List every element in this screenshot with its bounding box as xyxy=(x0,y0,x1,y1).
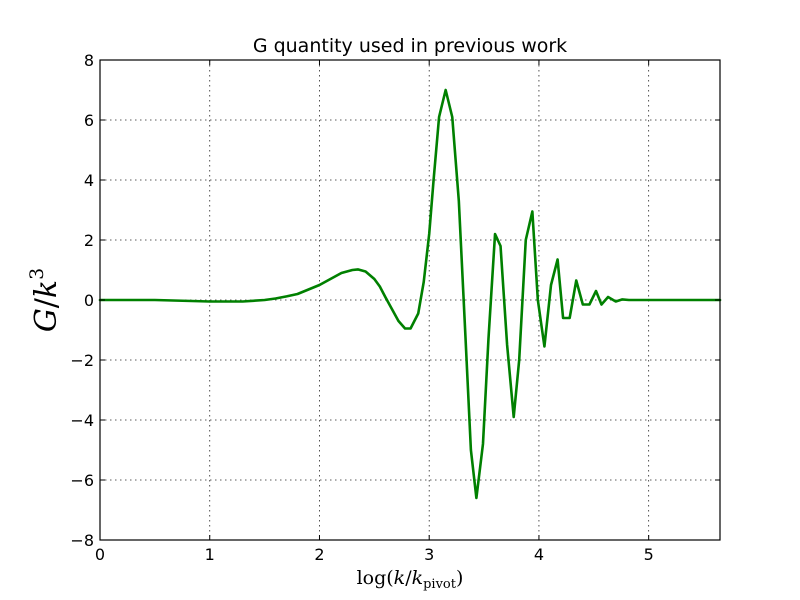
x-tick-label: 2 xyxy=(314,545,324,564)
chart-title: G quantity used in previous work xyxy=(253,35,567,57)
y-axis-label: G/k3 xyxy=(26,268,64,332)
x-tick-labels: 0 1 2 3 4 5 xyxy=(95,545,654,564)
y-tick-labels: −8 −6 −4 −2 0 2 4 6 8 xyxy=(70,51,94,550)
x-tick-label: 3 xyxy=(424,545,434,564)
ticks xyxy=(99,59,720,541)
x-tick-label: 4 xyxy=(534,545,544,564)
y-tick-label: −8 xyxy=(70,531,94,550)
y-tick-label: −4 xyxy=(70,411,94,430)
y-tick-label: 0 xyxy=(84,291,94,310)
series-line xyxy=(98,88,722,500)
y-tick-label: 8 xyxy=(84,51,94,70)
y-tick-label: −2 xyxy=(70,351,94,370)
x-tick-label: 5 xyxy=(644,545,654,564)
y-tick-label: 2 xyxy=(84,231,94,250)
x-tick-label: 1 xyxy=(205,545,215,564)
y-tick-label: 4 xyxy=(84,171,94,190)
series-layer xyxy=(98,88,722,500)
x-tick-label: 0 xyxy=(95,545,105,564)
y-tick-label: 6 xyxy=(84,111,94,130)
x-axis-label: log(k/kpivot) xyxy=(357,567,464,592)
y-tick-label: −6 xyxy=(70,471,94,490)
